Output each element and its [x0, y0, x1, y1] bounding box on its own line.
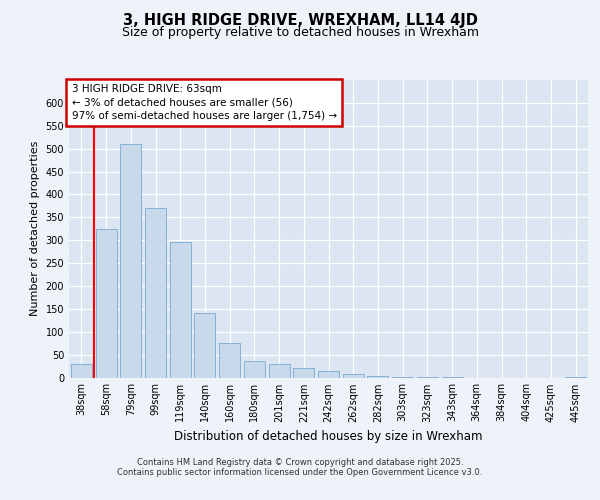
Text: Contains HM Land Registry data © Crown copyright and database right 2025.: Contains HM Land Registry data © Crown c… [137, 458, 463, 467]
Text: Size of property relative to detached houses in Wrexham: Size of property relative to detached ho… [121, 26, 479, 39]
Bar [244, 362, 265, 378]
Bar [293, 368, 314, 378]
Bar [318, 370, 339, 378]
Bar [269, 364, 290, 378]
Bar [145, 208, 166, 378]
Bar [170, 242, 191, 378]
Text: 3, HIGH RIDGE DRIVE, WREXHAM, LL14 4JD: 3, HIGH RIDGE DRIVE, WREXHAM, LL14 4JD [122, 12, 478, 28]
Bar [219, 343, 240, 378]
Bar [120, 144, 141, 378]
Bar [71, 364, 92, 378]
Bar [343, 374, 364, 378]
Bar [194, 314, 215, 378]
Bar [367, 376, 388, 378]
X-axis label: Distribution of detached houses by size in Wrexham: Distribution of detached houses by size … [174, 430, 483, 443]
Y-axis label: Number of detached properties: Number of detached properties [30, 141, 40, 316]
Text: 3 HIGH RIDGE DRIVE: 63sqm
← 3% of detached houses are smaller (56)
97% of semi-d: 3 HIGH RIDGE DRIVE: 63sqm ← 3% of detach… [71, 84, 337, 121]
Bar [392, 376, 413, 378]
Bar [95, 229, 116, 378]
Text: Contains public sector information licensed under the Open Government Licence v3: Contains public sector information licen… [118, 468, 482, 477]
